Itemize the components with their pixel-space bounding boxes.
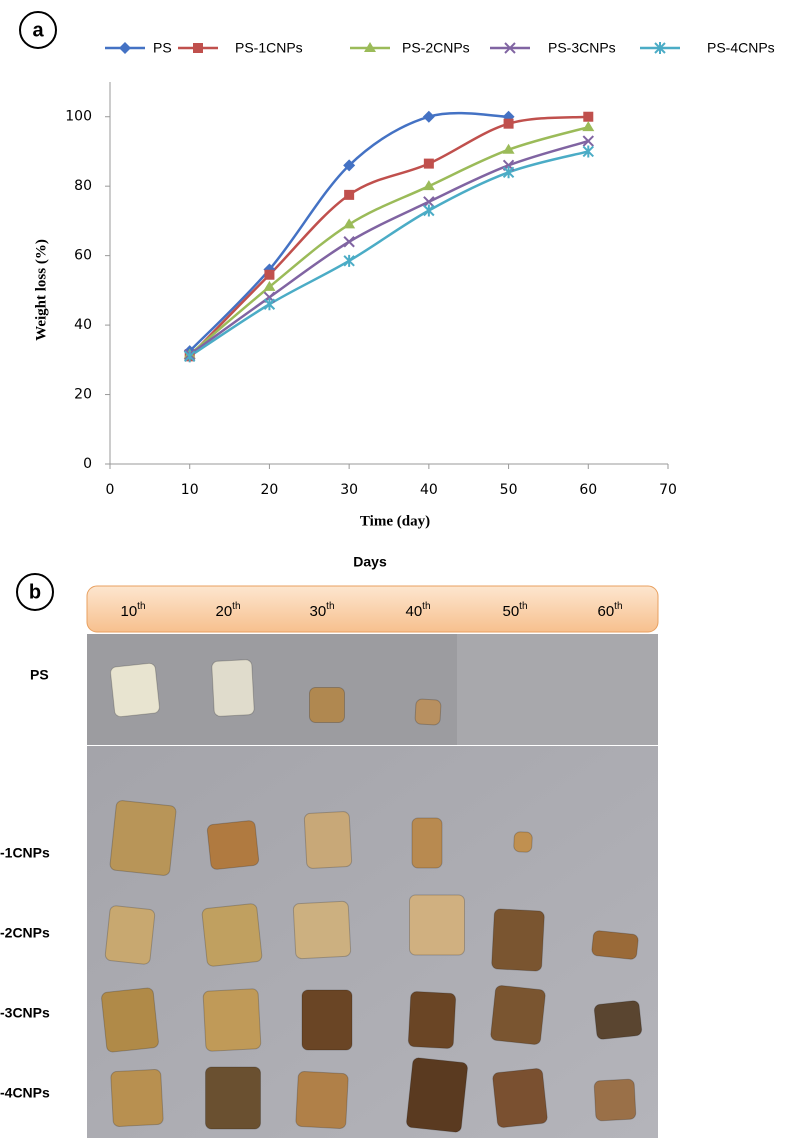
x-tick-label: 10 — [181, 482, 199, 498]
column-number: 10 — [120, 603, 137, 620]
column-number: 60 — [597, 603, 614, 620]
sample — [110, 663, 160, 717]
sample — [207, 820, 259, 870]
panel-label: b — [29, 581, 41, 603]
column-number: 30 — [309, 603, 326, 620]
marker — [344, 255, 354, 267]
marker — [423, 111, 435, 123]
sample — [101, 987, 159, 1052]
sample — [410, 895, 465, 955]
marker — [264, 298, 274, 310]
marker — [344, 190, 354, 200]
marker — [343, 218, 355, 228]
sample — [490, 985, 545, 1045]
y-tick-label: 80 — [74, 178, 92, 194]
sample — [296, 1071, 349, 1129]
x-tick-label: 70 — [659, 482, 677, 498]
series-line — [190, 113, 509, 351]
marker — [119, 42, 131, 54]
sample — [110, 800, 177, 876]
sample — [513, 832, 532, 853]
sample — [111, 1069, 164, 1127]
sample — [302, 990, 352, 1050]
marker — [424, 159, 434, 169]
marker — [582, 121, 594, 131]
y-tick-label: 20 — [74, 387, 92, 403]
sample — [105, 905, 156, 964]
sample — [310, 688, 345, 723]
series-line — [190, 151, 589, 356]
x-tick-label: 40 — [420, 482, 438, 498]
column-number: 20 — [215, 603, 232, 620]
sample — [492, 1068, 547, 1128]
legend-label: PS-2CNPs — [402, 40, 470, 56]
legend-label: PS-3CNPs — [548, 40, 616, 56]
column-number: 50 — [502, 603, 519, 620]
photo-strip — [457, 634, 658, 745]
column-suffix: th — [137, 601, 145, 612]
marker — [344, 237, 354, 247]
sample — [202, 903, 263, 966]
marker — [583, 112, 593, 122]
column-header — [87, 586, 658, 632]
y-tick-label: 60 — [74, 248, 92, 264]
marker — [193, 43, 203, 53]
sample — [206, 1067, 261, 1129]
y-axis-label: Weight loss (%) — [33, 239, 49, 341]
sample — [212, 659, 255, 716]
sample — [304, 811, 352, 868]
legend-label: PS-1CNPs — [235, 40, 303, 56]
sample — [406, 1057, 468, 1132]
figure: a b Time (day) Weight loss (%) Days 0 20 4… — [0, 0, 790, 1138]
series-line — [190, 127, 589, 354]
x-tick-label: 60 — [579, 482, 597, 498]
sample — [203, 989, 261, 1052]
sample — [415, 699, 441, 725]
x-tick-label: 0 — [106, 482, 115, 498]
row-label: -1CNPs — [0, 845, 50, 861]
row-label: -3CNPs — [0, 1005, 50, 1021]
column-suffix: th — [326, 601, 334, 612]
column-suffix: th — [422, 601, 430, 612]
row-label: PS — [30, 667, 49, 683]
x-tick-label: 50 — [500, 482, 518, 498]
marker — [504, 119, 514, 129]
column-suffix: th — [232, 601, 240, 612]
marker — [264, 270, 274, 280]
legend-label: PS — [153, 40, 172, 56]
row-label: -2CNPs — [0, 925, 50, 941]
y-tick-label: 0 — [83, 456, 92, 472]
y-tick-label: 40 — [74, 317, 92, 333]
column-number: 40 — [405, 603, 422, 620]
marker — [424, 204, 434, 216]
sample — [408, 991, 456, 1048]
photo-title: Days — [353, 554, 387, 570]
sample — [594, 1079, 636, 1121]
x-tick-label: 30 — [340, 482, 358, 498]
sample — [412, 818, 442, 868]
photo-strip — [87, 746, 658, 1138]
y-tick-label: 100 — [65, 109, 92, 125]
x-tick-label: 20 — [261, 482, 279, 498]
column-suffix: th — [519, 601, 527, 612]
column-suffix: th — [614, 601, 622, 612]
series-line — [190, 141, 589, 355]
sample — [594, 1000, 642, 1040]
legend-label: PS-4CNPs — [707, 40, 775, 56]
sample — [591, 930, 638, 960]
row-label: -4CNPs — [0, 1085, 50, 1101]
sample — [491, 909, 544, 972]
panel-label: a — [32, 19, 44, 41]
sample — [293, 901, 351, 959]
x-axis-label: Time (day) — [360, 513, 430, 529]
